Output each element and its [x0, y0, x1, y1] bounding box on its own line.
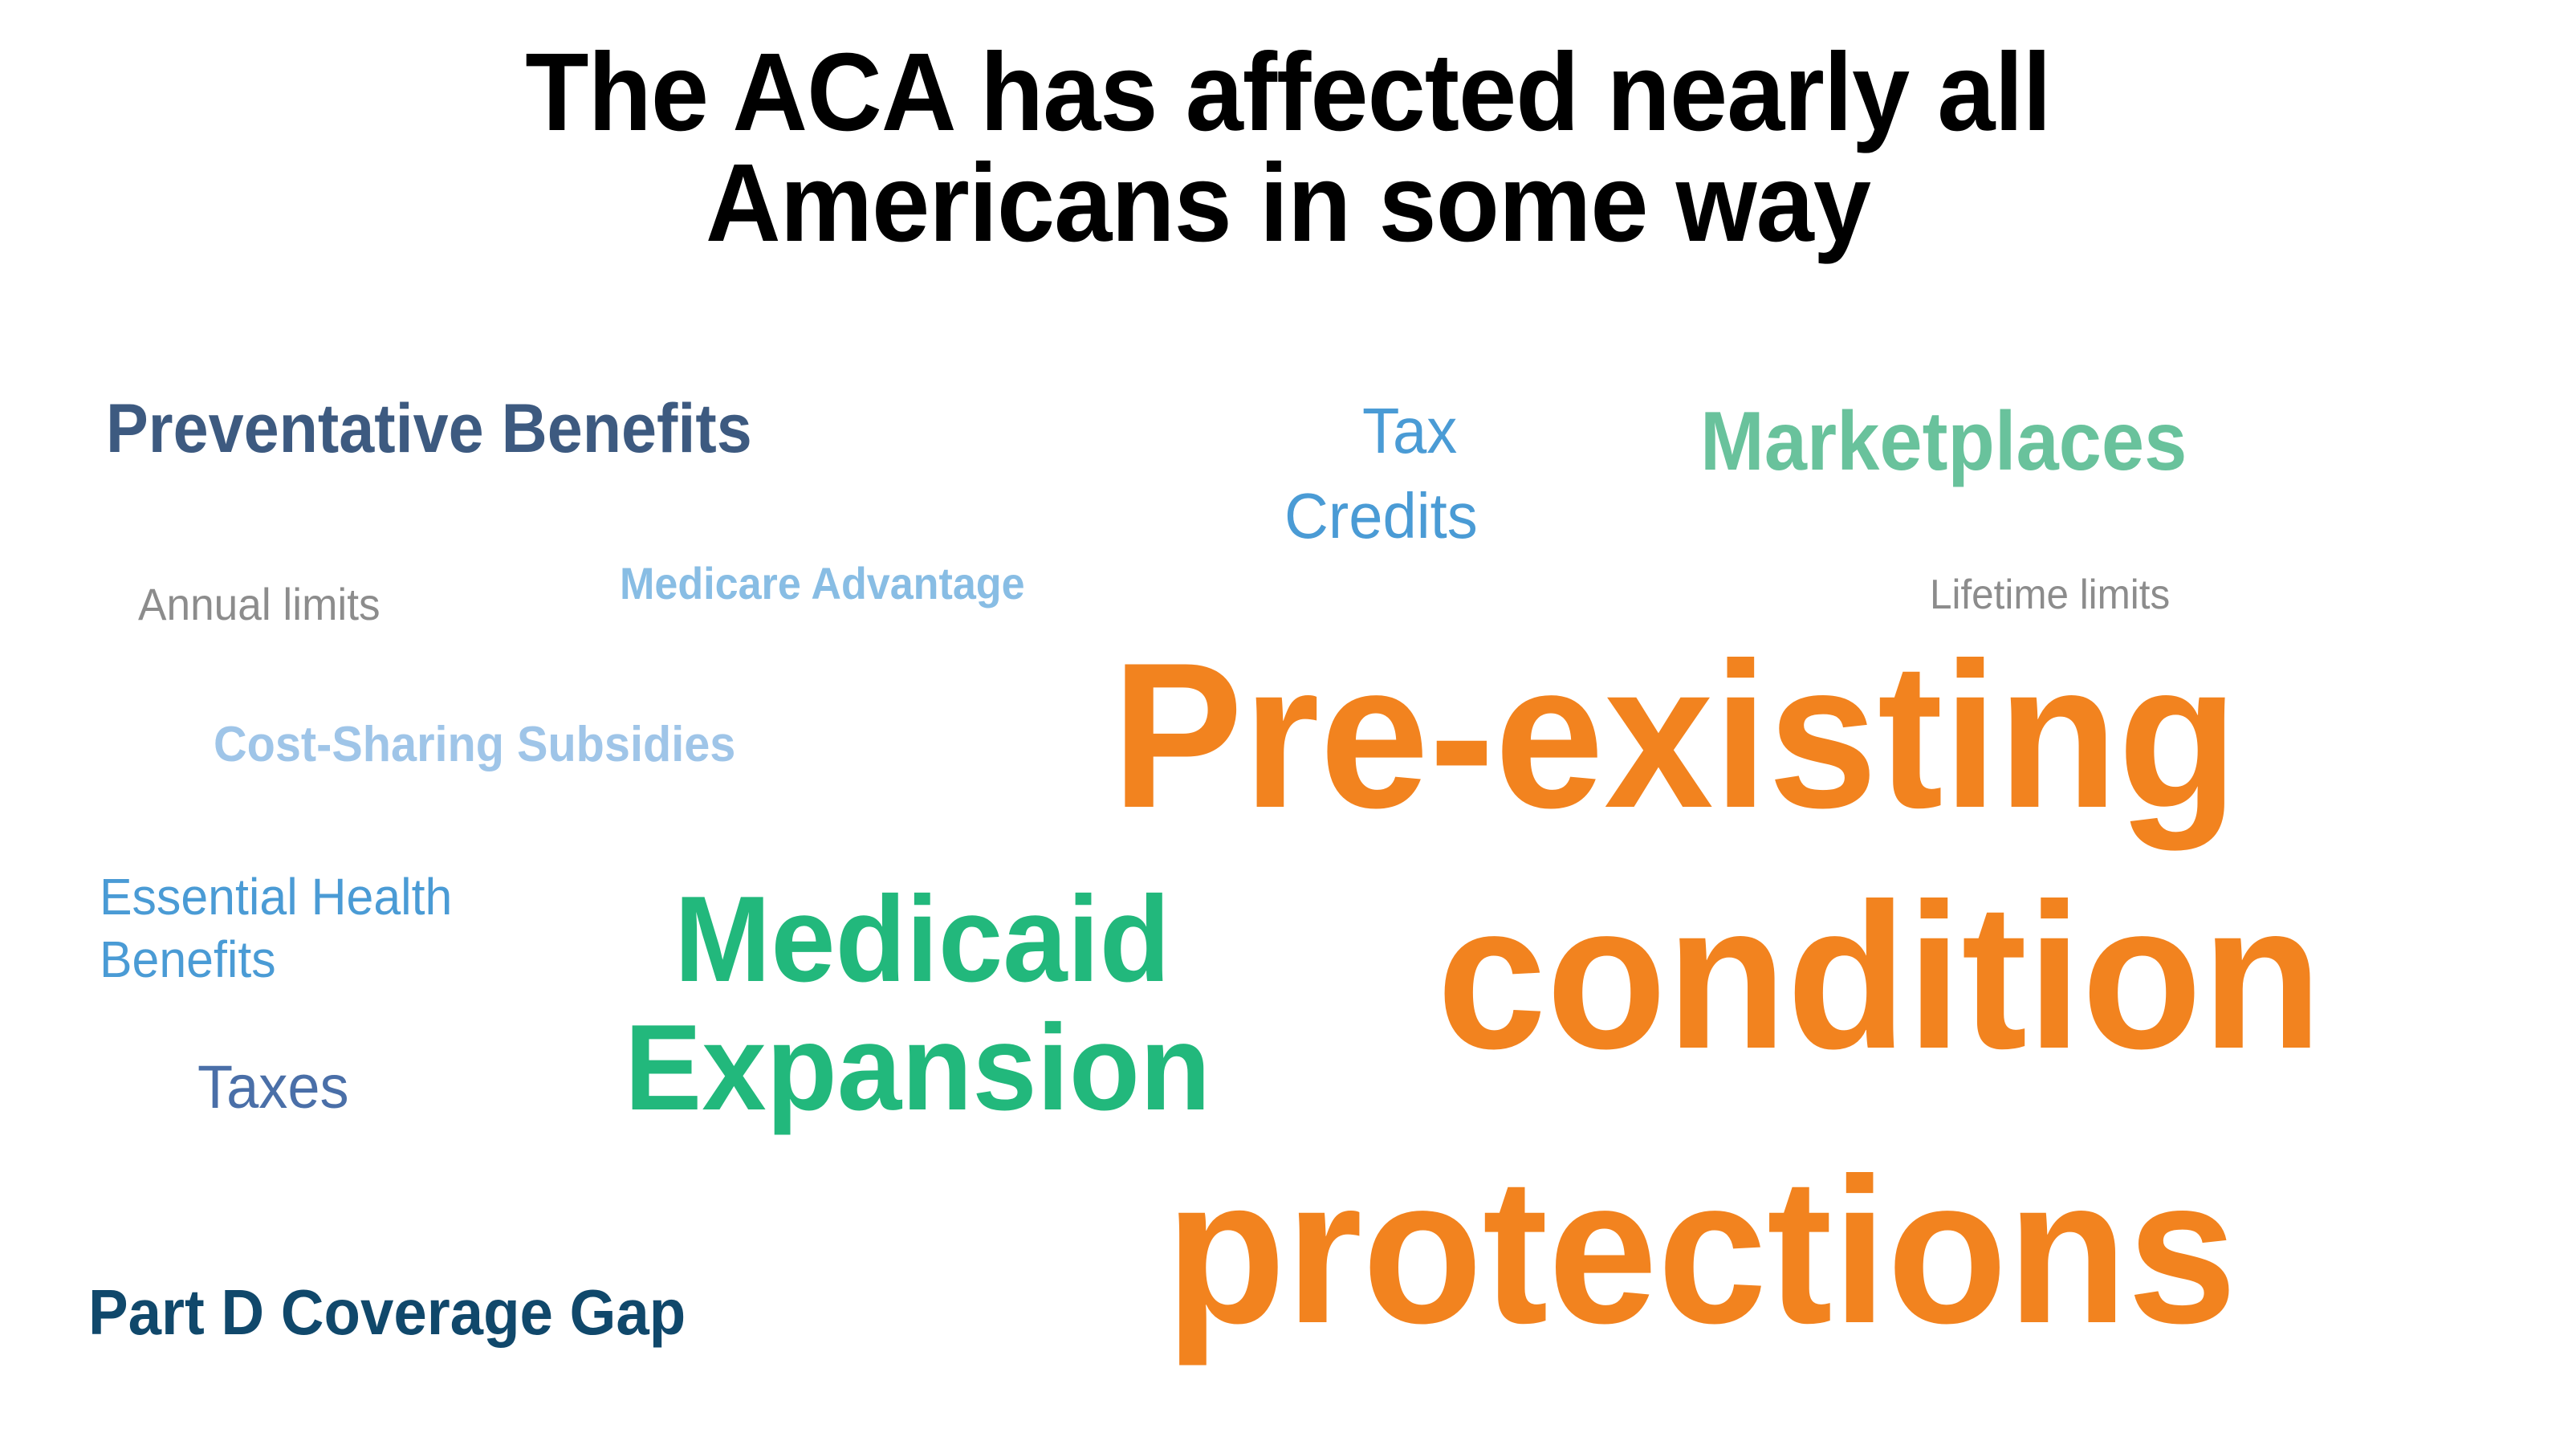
cloud-word-medicare-advantage: Medicare Advantage — [620, 558, 1025, 609]
cloud-word-essential-health: Essential Health — [100, 868, 453, 926]
cloud-word-pre-existing: Pre-existing — [1112, 619, 2238, 851]
page-title: The ACA has affected nearly all American… — [0, 37, 2576, 258]
cloud-word-tax: Tax — [1362, 395, 1458, 466]
cloud-word-part-d-coverage-gap: Part D Coverage Gap — [88, 1276, 686, 1348]
page-title-line-1: The ACA has affected nearly all — [525, 31, 2051, 154]
cloud-word-medicaid: Medicaid — [674, 871, 1170, 1007]
cloud-word-condition: condition — [1437, 860, 2322, 1092]
cloud-word-expansion: Expansion — [625, 999, 1211, 1136]
cloud-word-preventative-benefits: Preventative Benefits — [106, 390, 752, 467]
cloud-word-cost-sharing-subsidies: Cost-Sharing Subsidies — [214, 717, 736, 772]
cloud-word-essential-health-benefits: Benefits — [100, 930, 276, 988]
cloud-word-annual-limits: Annual limits — [138, 579, 380, 629]
cloud-word-marketplaces: Marketplaces — [1700, 395, 2187, 488]
cloud-word-lifetime-limits: Lifetime limits — [1930, 572, 2171, 618]
cloud-word-protections: protections — [1166, 1134, 2237, 1366]
page-title-line-2: Americans in some way — [705, 141, 1871, 265]
cloud-word-taxes: Taxes — [197, 1053, 349, 1121]
cloud-word-credits: Credits — [1284, 480, 1478, 552]
